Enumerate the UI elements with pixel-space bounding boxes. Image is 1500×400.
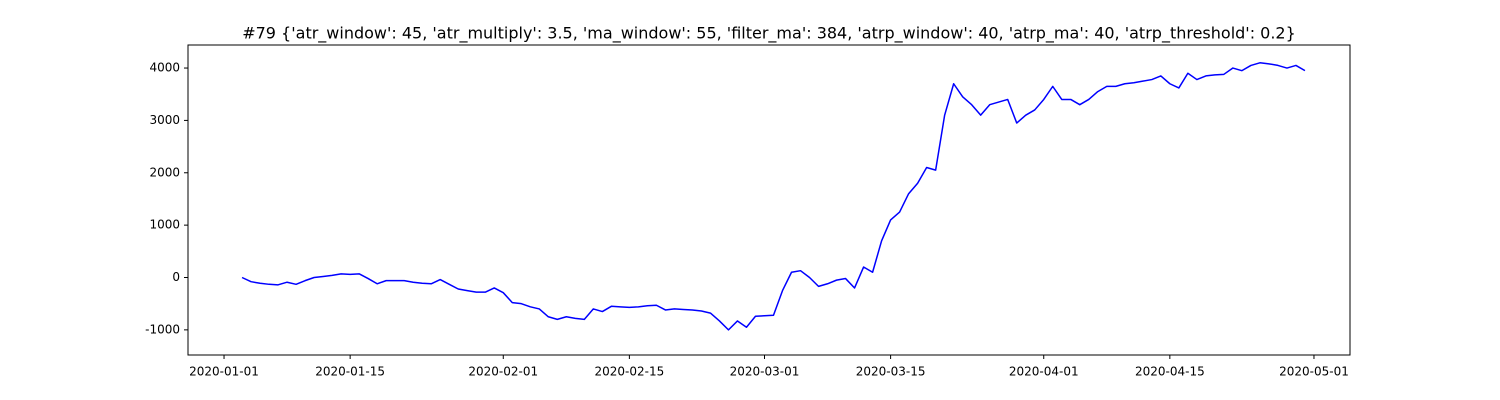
- y-tick-label: -1000: [145, 322, 180, 336]
- y-tick-label: 3000: [149, 113, 180, 127]
- x-tick-label: 2020-04-01: [1009, 365, 1079, 379]
- chart-title: #79 {'atr_window': 45, 'atr_multiply': 3…: [242, 24, 1296, 44]
- x-tick-label: 2020-01-15: [315, 365, 385, 379]
- axes-frame: [187, 44, 1351, 356]
- y-tick-label: 1000: [149, 218, 180, 232]
- x-tick-label: 2020-02-01: [468, 365, 538, 379]
- x-tick-label: 2020-03-01: [730, 365, 800, 379]
- y-tick-label: 0: [172, 270, 180, 284]
- y-tick-label: 2000: [149, 165, 180, 179]
- y-tick-label: 4000: [149, 61, 180, 75]
- x-tick-label: 2020-05-01: [1279, 365, 1349, 379]
- x-tick-label: 2020-02-15: [595, 365, 665, 379]
- data-line: [241, 62, 1306, 331]
- x-tick-label: 2020-04-15: [1135, 365, 1205, 379]
- x-tick-label: 2020-03-15: [856, 365, 926, 379]
- x-tick-label: 2020-01-01: [189, 365, 259, 379]
